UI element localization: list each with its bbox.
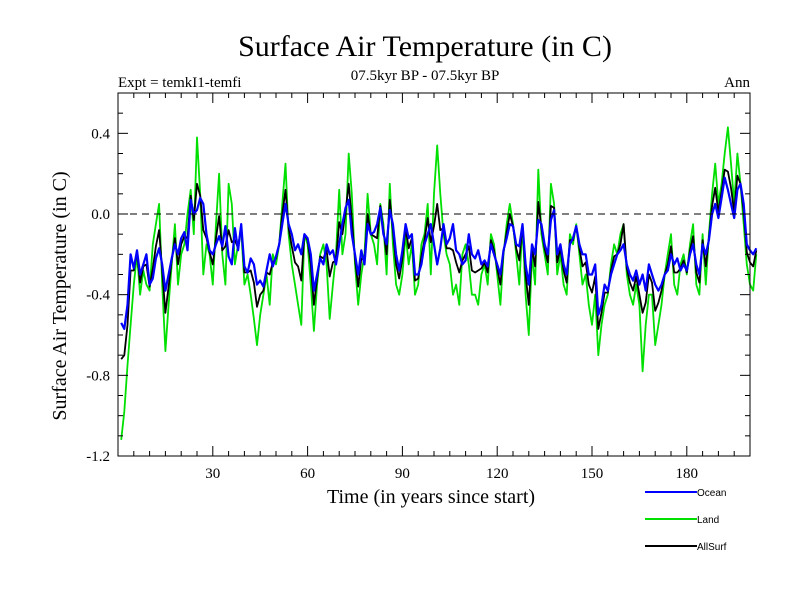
period-label: 07.5kyr BP - 07.5kyr BP bbox=[351, 68, 500, 84]
y-axis-label: Surface Air Temperature (in C) bbox=[49, 171, 71, 420]
x-tick-label: 180 bbox=[676, 466, 699, 482]
plot-area: 30 60 90 120 150 180 -1.2 -0.8 -0.4 0.0 0.4 bbox=[86, 92, 758, 482]
legend-label-ocean: Ocean bbox=[697, 488, 726, 499]
x-tick-label: 120 bbox=[486, 466, 509, 482]
experiment-label: Expt = temkI1-temfi bbox=[118, 75, 241, 91]
chart-title: Surface Air Temperature (in C) bbox=[238, 30, 612, 63]
y-tick-label: -0.4 bbox=[86, 288, 110, 304]
x-tick-label: 90 bbox=[395, 466, 410, 482]
series-line-ocean bbox=[120, 176, 758, 330]
x-tick-label: 150 bbox=[581, 466, 604, 482]
x-tick-label: 60 bbox=[300, 466, 315, 482]
y-tick-label: -1.2 bbox=[86, 449, 110, 465]
y-tick-label: -0.8 bbox=[86, 368, 110, 384]
y-tick-label: 0.4 bbox=[91, 126, 110, 142]
axis-ticks: 30 60 90 120 150 180 -1.2 -0.8 -0.4 0.0 0.4 bbox=[86, 93, 750, 482]
legend-label-land: Land bbox=[697, 515, 719, 526]
season-label: Ann bbox=[724, 75, 750, 91]
legend-label-allsurf: AllSurf bbox=[697, 542, 727, 553]
x-tick-label: 30 bbox=[205, 466, 220, 482]
legend: Ocean Land AllSurf bbox=[645, 488, 727, 553]
series-layer bbox=[120, 126, 758, 440]
x-axis-label: Time (in years since start) bbox=[327, 486, 535, 508]
series-line-allsurf bbox=[120, 168, 758, 360]
y-tick-label: 0.0 bbox=[91, 207, 110, 223]
